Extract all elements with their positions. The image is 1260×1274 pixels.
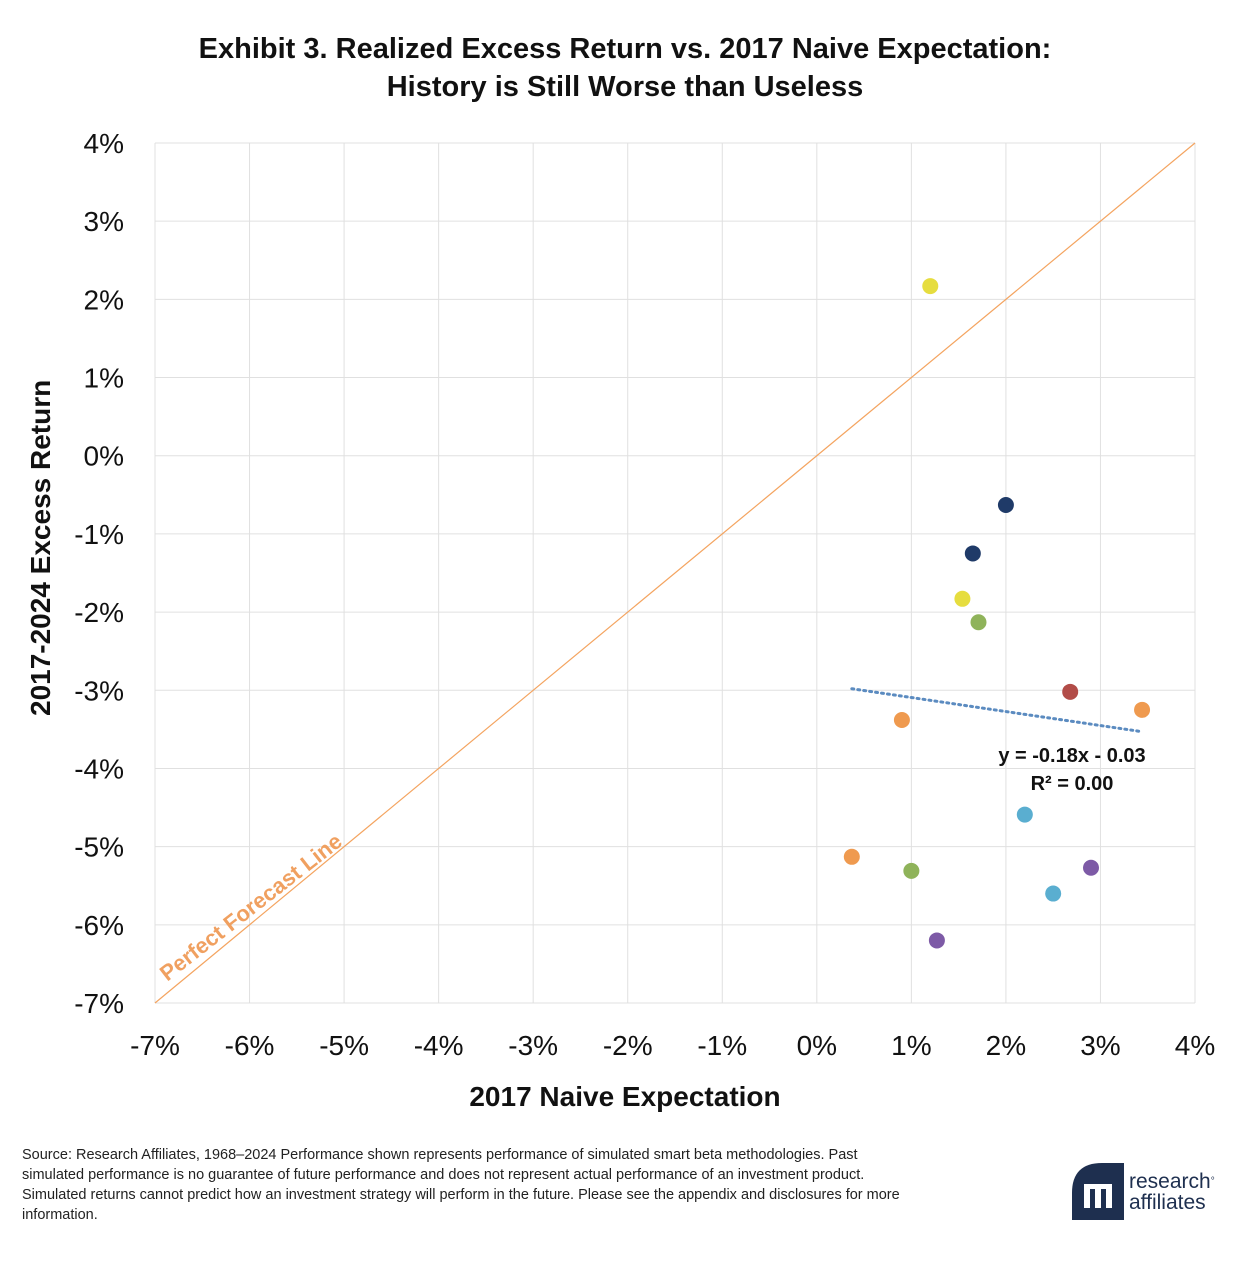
data-point bbox=[970, 614, 987, 631]
y-tick-label: -5% bbox=[74, 832, 124, 863]
y-tick-label: -3% bbox=[74, 675, 124, 706]
y-tick-label: 3% bbox=[84, 206, 124, 237]
x-axis-label: 2017 Naive Expectation bbox=[469, 1081, 781, 1112]
trendline-equation: y = -0.18x - 0.03 bbox=[998, 745, 1145, 767]
chart-title-line-2: History is Still Worse than Useless bbox=[386, 71, 864, 103]
y-tick-label: 4% bbox=[84, 128, 124, 159]
x-tick-label: -1% bbox=[697, 1030, 747, 1061]
x-tick-label: -3% bbox=[508, 1030, 558, 1061]
x-tick-label: -4% bbox=[414, 1030, 464, 1061]
data-point bbox=[843, 848, 860, 865]
data-point bbox=[1016, 806, 1033, 823]
source-note: Source: Research Affiliates, 1968–2024 P… bbox=[22, 1147, 900, 1223]
data-point bbox=[997, 496, 1014, 513]
data-point bbox=[893, 711, 910, 728]
y-tick-label: -2% bbox=[74, 597, 124, 628]
x-tick-label: -5% bbox=[319, 1030, 369, 1061]
trendline bbox=[850, 687, 1144, 734]
x-tick-label: -2% bbox=[603, 1030, 653, 1061]
y-axis-label: 2017-2024 Excess Return bbox=[25, 379, 56, 716]
x-tick-label: 0% bbox=[797, 1030, 837, 1061]
data-point bbox=[954, 590, 971, 607]
x-tick-label: 2% bbox=[986, 1030, 1026, 1061]
x-tick-label: -7% bbox=[130, 1030, 180, 1061]
x-tick-label: -6% bbox=[225, 1030, 275, 1061]
logo-mark-icon bbox=[1072, 1163, 1124, 1220]
chart-title: Exhibit 3. Realized Excess Return vs. 20… bbox=[0, 30, 1250, 106]
scatter-chart: -7% -6% -5% -4% -3% -2% -1% 0% 1% 2% 3% 4% 4% 3% 2% 1% 0… bbox=[74, 128, 1215, 1061]
logo-line-1: research bbox=[1129, 1170, 1211, 1193]
data-point bbox=[964, 545, 981, 562]
data-point bbox=[1045, 885, 1062, 902]
x-tick-label: 4% bbox=[1175, 1030, 1215, 1061]
data-point bbox=[928, 932, 945, 949]
perfect-forecast-line bbox=[154, 142, 1196, 1004]
y-tick-label: -1% bbox=[74, 519, 124, 550]
y-tick-label: 0% bbox=[84, 441, 124, 472]
y-tick-label: 1% bbox=[84, 363, 124, 394]
y-tick-label: -6% bbox=[74, 910, 124, 941]
x-tick-label: 3% bbox=[1080, 1030, 1120, 1061]
y-tick-label: 2% bbox=[84, 284, 124, 315]
data-point bbox=[1134, 701, 1151, 718]
trendline-r2: R² = 0.00 bbox=[1031, 773, 1114, 795]
logo-line-2: affiliates bbox=[1129, 1191, 1206, 1214]
y-tick-label: -7% bbox=[74, 988, 124, 1019]
perfect-forecast-label: Perfect Forecast Line bbox=[155, 828, 347, 985]
data-point bbox=[922, 278, 939, 295]
data-point bbox=[1083, 859, 1099, 876]
y-tick-label: -4% bbox=[74, 753, 124, 784]
x-tick-label: 1% bbox=[891, 1030, 931, 1061]
research-affiliates-logo: research° affiliates bbox=[1072, 1163, 1232, 1223]
data-point bbox=[903, 862, 920, 879]
chart-title-line-1: Exhibit 3. Realized Excess Return vs. 20… bbox=[198, 33, 1052, 65]
logo-wordmark: research° affiliates bbox=[1129, 1170, 1215, 1214]
data-point bbox=[1062, 683, 1079, 700]
